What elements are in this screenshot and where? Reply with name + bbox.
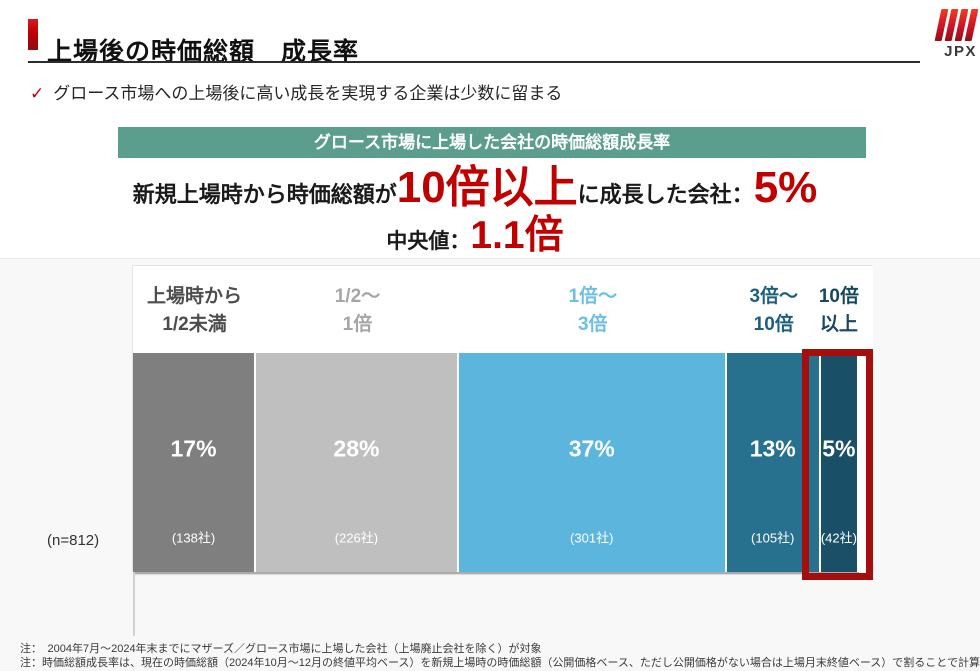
- jpx-logo: JPX: [924, 9, 979, 61]
- stacked-bar: 17% (138社) 28% (226社) 37% (301社) 13% (105社) 5% (4…: [133, 353, 857, 572]
- category-label-line: 10倍: [818, 286, 859, 307]
- chart-title-banner: グロース市場に上場した会社の時価総額成長率: [118, 127, 866, 158]
- segment-percent-label: 13%: [749, 435, 796, 462]
- category-label-3: 1倍～ 3倍: [568, 283, 617, 338]
- segment-count-label: (105社): [751, 530, 795, 546]
- segment-count-label: (301社): [570, 530, 614, 546]
- category-label-line: 1/2～: [334, 286, 381, 307]
- segment-count-label: (226社): [334, 530, 379, 546]
- bar-segment-3: 37% (301社): [458, 353, 727, 572]
- segment-percent-label: 28%: [333, 435, 380, 462]
- statement-value: 5%: [753, 163, 818, 212]
- jpx-logo-text: JPX: [944, 43, 977, 60]
- key-message-text: グロース市場への上場後に高い成長を実現する企業は少数に留まる: [53, 84, 563, 103]
- sample-size-label: (n=812): [47, 532, 100, 549]
- median-label: 中央値：: [386, 230, 471, 253]
- highlight-box: [802, 349, 873, 580]
- category-label-line: 3倍: [577, 313, 608, 335]
- title-accent-bar: [28, 19, 38, 50]
- checkmark-icon: ✓: [30, 84, 45, 103]
- footnote-1: 注： 2004年7月～2024年末までにマザーズ／グロース市場に上場した会社（上…: [20, 643, 542, 655]
- axis-line: [133, 572, 135, 636]
- footnotes: 注： 2004年7月～2024年末までにマザーズ／グロース市場に上場した会社（上…: [20, 642, 980, 671]
- title-underline: [28, 61, 920, 63]
- segment-percent-label: 17%: [170, 435, 217, 462]
- segment-count-label: (42社): [820, 530, 857, 546]
- category-label-line: 上場時から: [147, 286, 243, 307]
- segment-percent-label: 5%: [822, 435, 856, 462]
- category-label-4: 3倍～ 10倍: [749, 283, 798, 338]
- category-label-2: 1/2～ 1倍: [335, 283, 380, 338]
- median-value: 1.1倍: [470, 214, 564, 257]
- segment-count-label: (138社): [171, 530, 216, 546]
- category-label-line: 1/2未満: [162, 313, 227, 335]
- category-label-line: 以上: [819, 313, 858, 335]
- bar-segment-1: 17% (138社): [133, 353, 257, 572]
- bar-baseline: [133, 572, 859, 574]
- statement-middle: に成長した会社：: [577, 182, 754, 207]
- growth-statement: 新規上場時から時価総額が10倍以上に成長した会社：5%: [0, 161, 950, 222]
- category-label-line: 1倍～: [568, 286, 618, 307]
- category-label-5: 10倍以上: [819, 283, 859, 338]
- footnote-2: 注：時価総額成長率は、現在の時価総額（2024年10月～12月の終値平均ベース）…: [20, 657, 980, 670]
- median-line: 中央値：1.1倍: [0, 213, 950, 265]
- category-label-line: 3倍～: [749, 286, 799, 307]
- category-label-line: 10倍: [753, 313, 794, 335]
- segment-percent-label: 37%: [568, 435, 615, 462]
- statement-highlight: 10倍以上: [396, 163, 578, 212]
- statement-prefix: 新規上場時から時価総額が: [132, 182, 397, 207]
- category-label-1: 上場時から 1/2未満: [147, 283, 242, 338]
- bar-segment-5: 5% (42社): [820, 353, 857, 572]
- category-label-line: 1倍: [342, 313, 373, 335]
- bar-segment-2: 28% (226社): [256, 353, 459, 572]
- jpx-logo-stripes-icon: [924, 9, 979, 41]
- key-message: ✓ グロース市場への上場後に高い成長を実現する企業は少数に留まる: [30, 79, 562, 104]
